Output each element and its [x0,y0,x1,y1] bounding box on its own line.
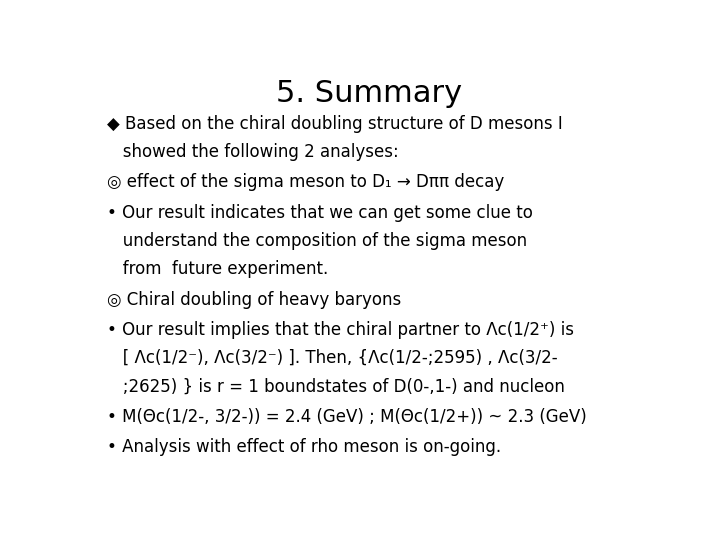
Text: • Our result indicates that we can get some clue to: • Our result indicates that we can get s… [107,204,533,222]
Text: • Analysis with effect of rho meson is on-going.: • Analysis with effect of rho meson is o… [107,438,501,456]
Text: • M(Θc(1/2-, 3/2-)) = 2.4 (GeV) ; M(Θc(1/2+)) ~ 2.3 (GeV): • M(Θc(1/2-, 3/2-)) = 2.4 (GeV) ; M(Θc(1… [107,408,587,426]
Text: ◎ effect of the sigma meson to D₁ → Dππ decay: ◎ effect of the sigma meson to D₁ → Dππ … [107,173,504,191]
Text: [ Λc(1/2⁻), Λc(3/2⁻) ]. Then, {Λc(1/2-;2595) , Λc(3/2-: [ Λc(1/2⁻), Λc(3/2⁻) ]. Then, {Λc(1/2-;2… [107,349,557,367]
Text: ;2625) } is r = 1 boundstates of D(0-,1-) and nucleon: ;2625) } is r = 1 boundstates of D(0-,1-… [107,377,564,395]
Text: showed the following 2 analyses:: showed the following 2 analyses: [107,143,398,161]
Text: 5. Summary: 5. Summary [276,79,462,109]
Text: ◆ Based on the chiral doubling structure of D mesons I: ◆ Based on the chiral doubling structure… [107,114,562,133]
Text: understand the composition of the sigma meson: understand the composition of the sigma … [107,232,527,250]
Text: • Our result implies that the chiral partner to Λc(1/2⁺) is: • Our result implies that the chiral par… [107,321,574,339]
Text: from  future experiment.: from future experiment. [107,260,328,278]
Text: ◎ Chiral doubling of heavy baryons: ◎ Chiral doubling of heavy baryons [107,291,401,308]
